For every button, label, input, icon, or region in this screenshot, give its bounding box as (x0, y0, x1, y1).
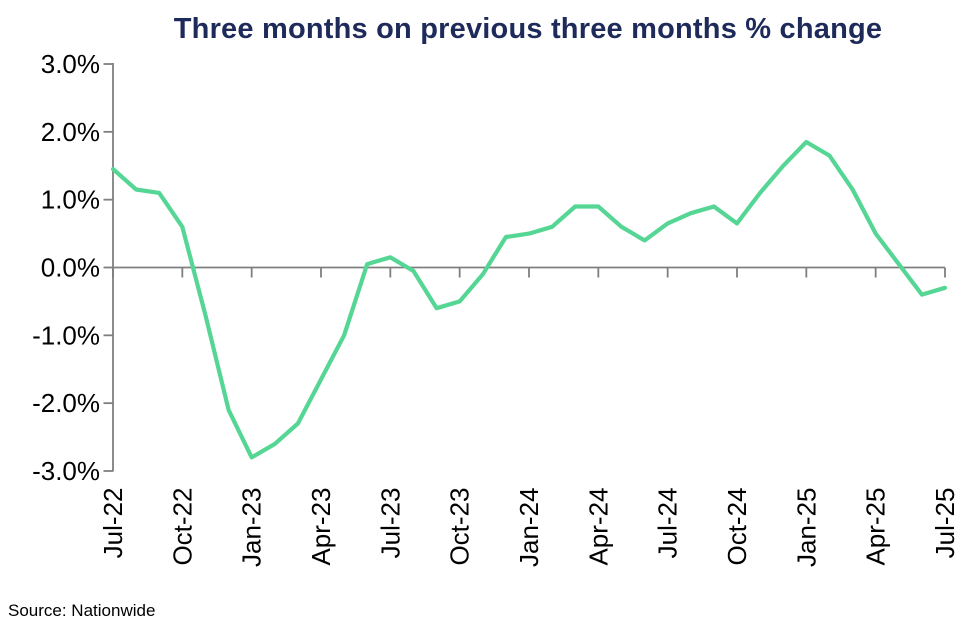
x-tick-label: Jul-24 (653, 488, 683, 559)
x-tick-label: Oct-22 (167, 488, 197, 566)
y-tick-label: -3.0% (32, 456, 100, 486)
x-tick-label: Jan-24 (514, 488, 544, 568)
y-tick-label: 0.0% (41, 253, 100, 283)
x-tick-label: Jan-23 (237, 488, 267, 568)
y-tick-label: 1.0% (41, 185, 100, 215)
data-line-3m-change (110, 139, 948, 460)
x-tick-label: Jul-25 (930, 488, 960, 559)
x-tick-label: Apr-24 (583, 488, 613, 566)
x-tick-label: Apr-25 (861, 488, 891, 566)
chart-title: Three months on previous three months % … (173, 13, 883, 45)
x-tick-label: Oct-23 (445, 487, 475, 565)
y-tick-label: 2.0% (41, 117, 100, 147)
x-tick-label: Apr-23 (306, 488, 336, 566)
x-tick-label: Jul-23 (375, 488, 405, 559)
x-tick-label: Jul-22 (98, 488, 128, 559)
y-tick-label: 3.0% (41, 49, 100, 79)
x-tick-label: Jan-25 (791, 488, 821, 568)
y-tick-label: -2.0% (32, 388, 100, 418)
y-tick-label: -1.0% (32, 320, 100, 350)
source-label: Source: Nationwide (8, 601, 156, 620)
x-tick-label: Oct-24 (722, 488, 752, 566)
